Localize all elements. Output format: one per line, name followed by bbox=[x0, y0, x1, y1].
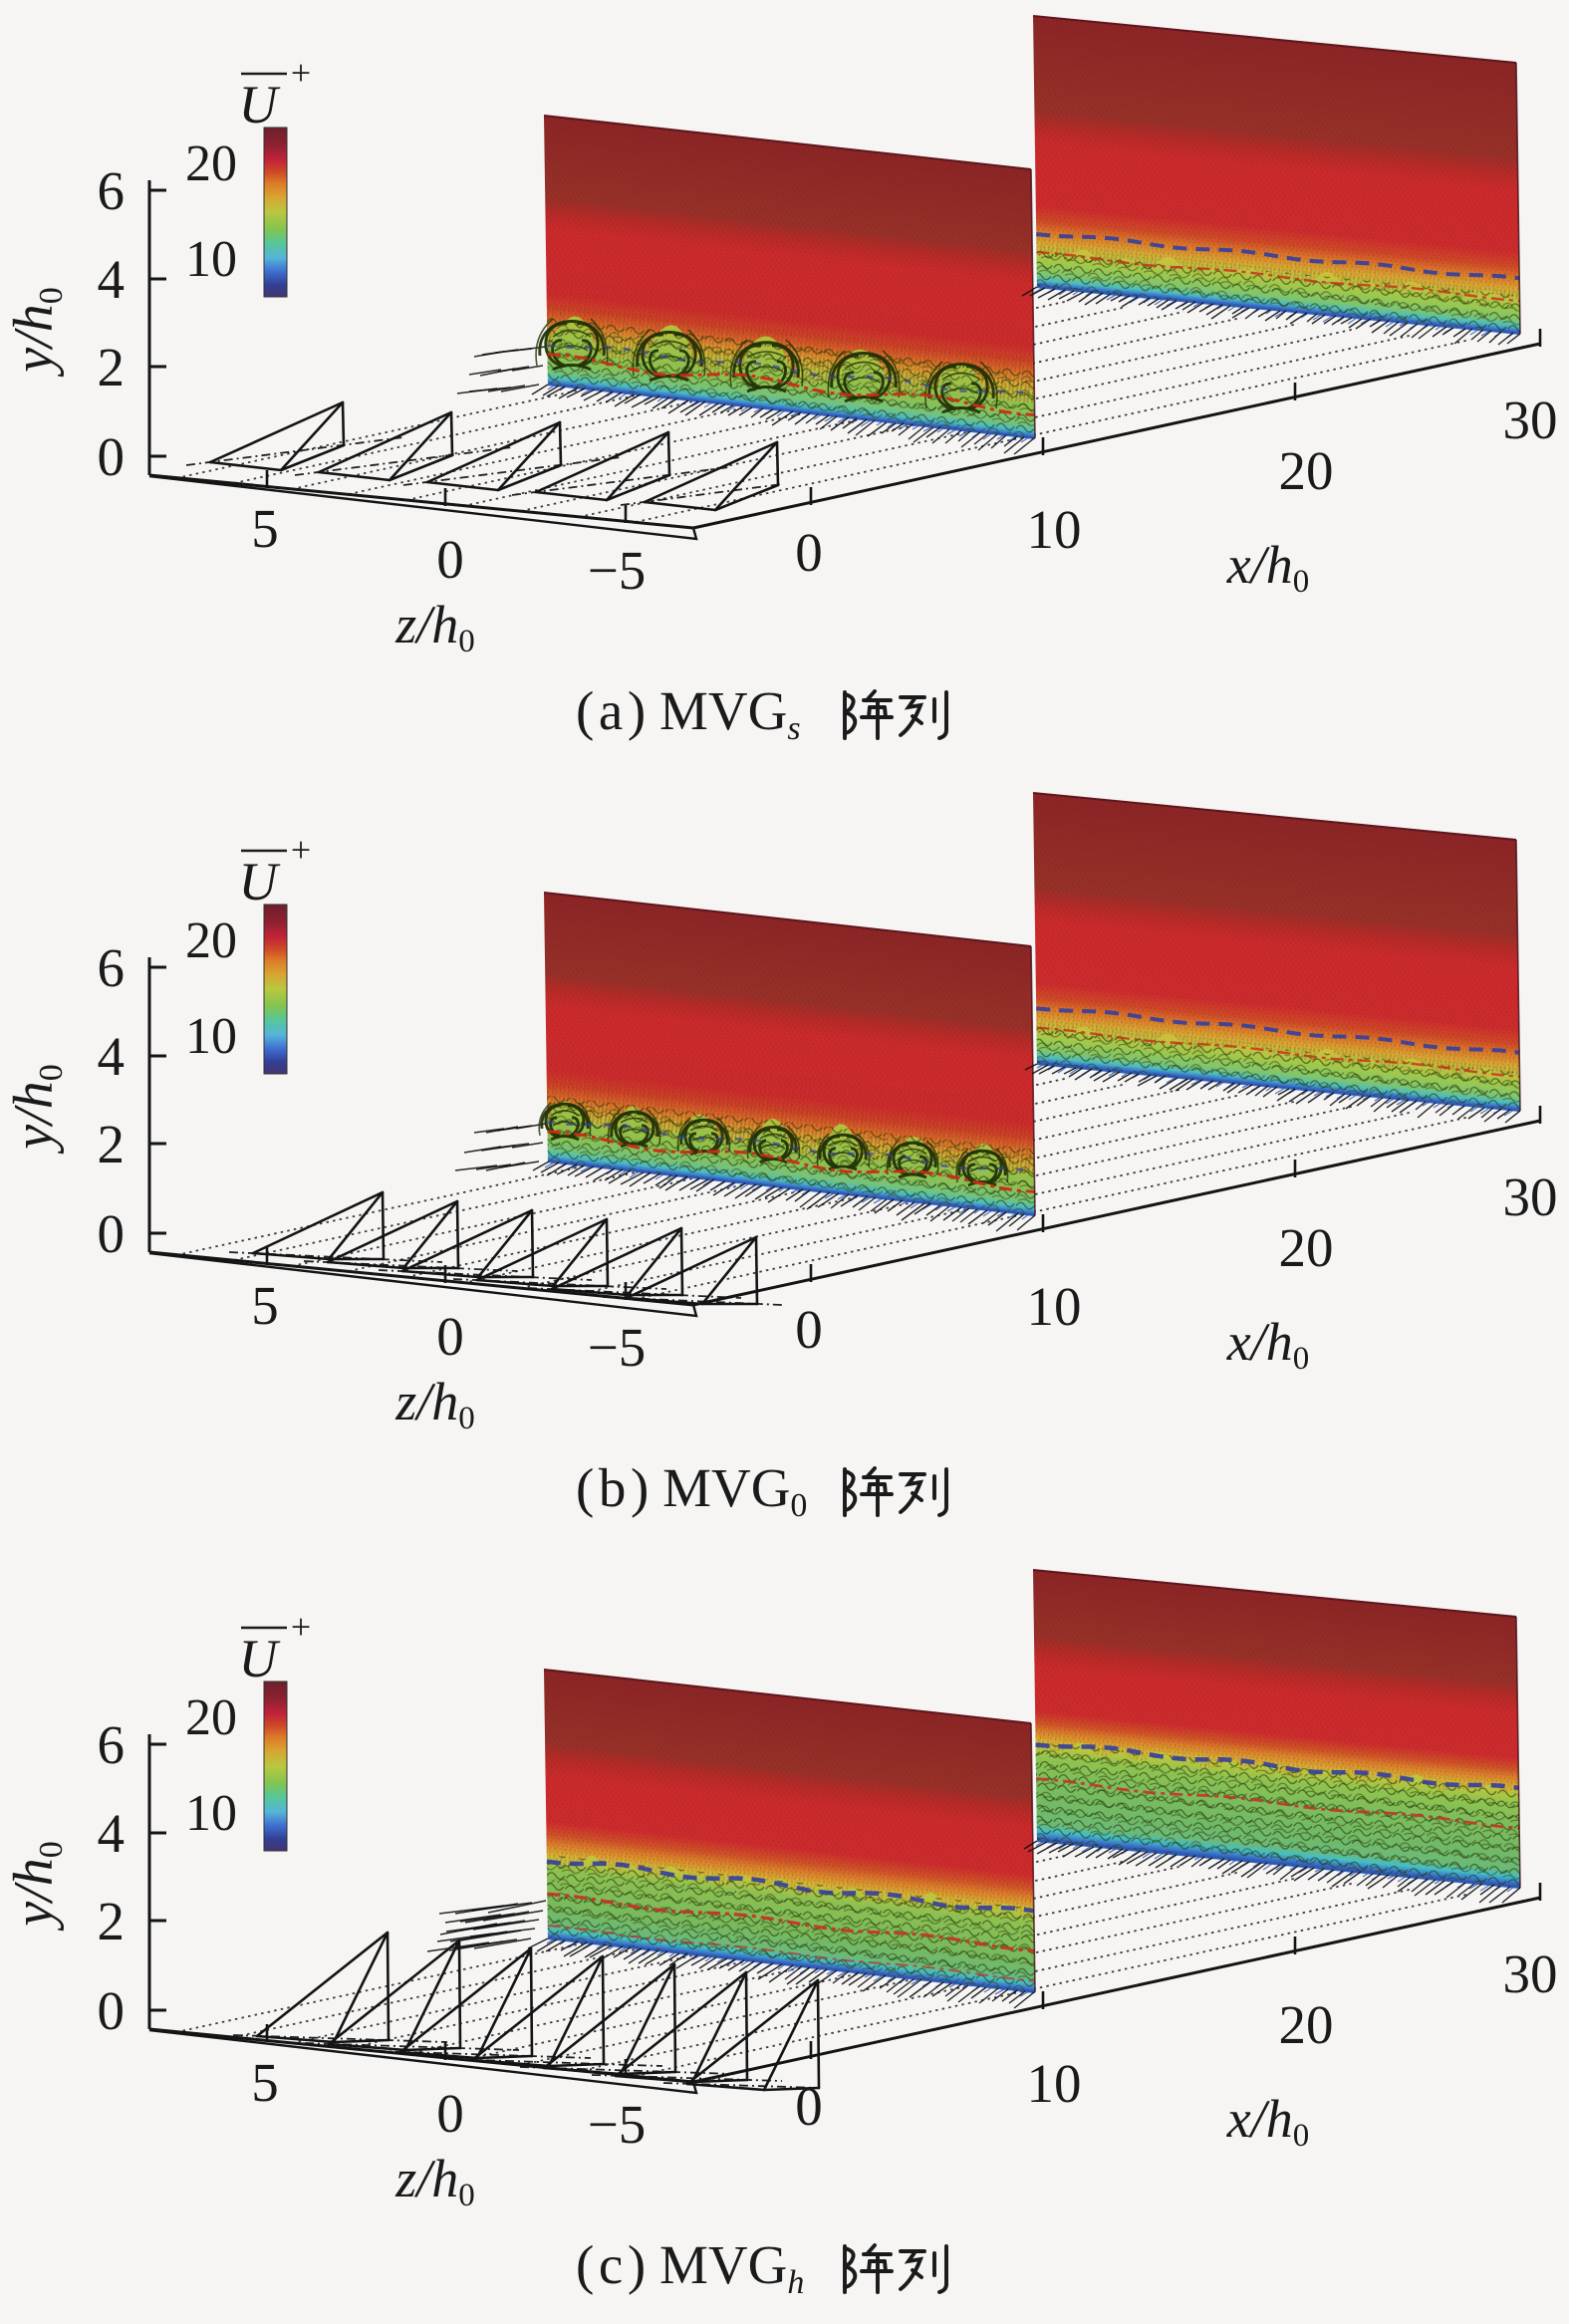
svg-text:10: 10 bbox=[185, 1008, 237, 1065]
svg-text:4: 4 bbox=[98, 249, 126, 310]
svg-text:( c ) MVGh: ( c ) MVGh bbox=[576, 2234, 804, 2301]
svg-text:0: 0 bbox=[436, 2083, 464, 2144]
svg-text:20: 20 bbox=[185, 1689, 237, 1746]
svg-text:10: 10 bbox=[1027, 2053, 1082, 2114]
svg-text:5: 5 bbox=[251, 2052, 279, 2113]
svg-text:0: 0 bbox=[795, 1299, 823, 1360]
svg-text:+: + bbox=[291, 1607, 311, 1647]
svg-text:−5: −5 bbox=[588, 2094, 647, 2155]
svg-text:30: 30 bbox=[1503, 389, 1558, 450]
svg-text:( b ) MVG0: ( b ) MVG0 bbox=[576, 1457, 807, 1524]
svg-text:z/h0: z/h0 bbox=[394, 2149, 475, 2213]
svg-text:+: + bbox=[291, 830, 311, 870]
svg-text:( a ) MVGs: ( a ) MVGs bbox=[576, 680, 801, 747]
svg-text:0: 0 bbox=[795, 2076, 823, 2137]
svg-text:6: 6 bbox=[98, 937, 126, 998]
svg-text:30: 30 bbox=[1503, 1166, 1558, 1227]
svg-text:10: 10 bbox=[1027, 499, 1082, 560]
svg-text:20: 20 bbox=[185, 912, 237, 969]
svg-text:0: 0 bbox=[98, 1203, 126, 1264]
svg-text:−5: −5 bbox=[588, 1317, 647, 1378]
svg-text:z/h0: z/h0 bbox=[394, 595, 475, 659]
svg-text:20: 20 bbox=[1279, 1217, 1334, 1278]
svg-text:−5: −5 bbox=[588, 540, 647, 601]
svg-text:U: U bbox=[239, 1629, 281, 1688]
svg-text:30: 30 bbox=[1503, 1943, 1558, 2004]
svg-text:20: 20 bbox=[1279, 440, 1334, 501]
svg-text:+: + bbox=[291, 53, 311, 93]
svg-text:U: U bbox=[239, 75, 281, 134]
svg-text:20: 20 bbox=[1279, 1994, 1334, 2055]
svg-text:U: U bbox=[239, 852, 281, 911]
svg-text:0: 0 bbox=[795, 522, 823, 583]
svg-text:6: 6 bbox=[98, 160, 126, 221]
svg-text:4: 4 bbox=[98, 1803, 126, 1864]
svg-text:0: 0 bbox=[436, 1306, 464, 1367]
svg-text:6: 6 bbox=[98, 1714, 126, 1775]
svg-text:0: 0 bbox=[436, 529, 464, 590]
svg-text:2: 2 bbox=[98, 1114, 126, 1174]
svg-text:2: 2 bbox=[98, 1891, 126, 1951]
svg-text:0: 0 bbox=[98, 426, 126, 487]
svg-text:10: 10 bbox=[185, 231, 237, 288]
svg-text:2: 2 bbox=[98, 337, 126, 397]
svg-text:5: 5 bbox=[251, 498, 279, 559]
svg-text:4: 4 bbox=[98, 1026, 126, 1087]
svg-text:5: 5 bbox=[251, 1275, 279, 1336]
svg-text:0: 0 bbox=[98, 1980, 126, 2041]
svg-text:10: 10 bbox=[1027, 1276, 1082, 1337]
svg-text:10: 10 bbox=[185, 1785, 237, 1842]
svg-text:20: 20 bbox=[185, 135, 237, 192]
